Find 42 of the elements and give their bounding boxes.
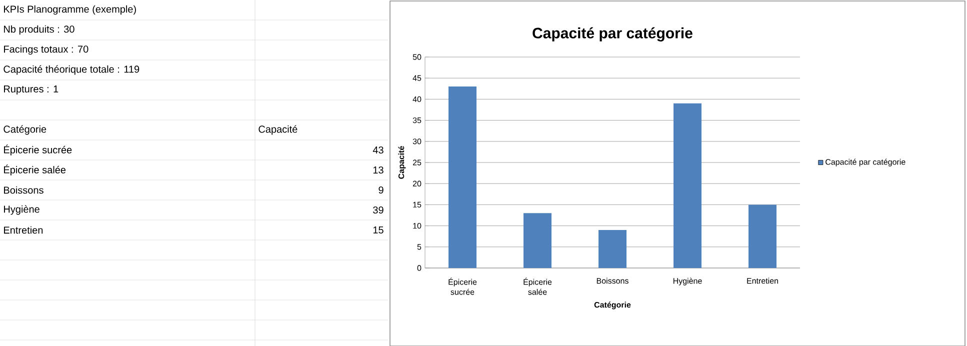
y-tick-label: 5 bbox=[417, 244, 422, 250]
text: Hygiène bbox=[4, 205, 40, 215]
bar bbox=[598, 230, 627, 268]
text: 13 bbox=[373, 166, 384, 174]
text: 39 bbox=[373, 206, 384, 214]
bar bbox=[674, 103, 702, 268]
text: KPIs Planogramme (exemple) bbox=[4, 5, 136, 15]
text: Entretien bbox=[4, 226, 43, 234]
x-axis-title: Catégorie bbox=[594, 302, 631, 310]
bar bbox=[448, 86, 477, 268]
text: Capacité bbox=[258, 125, 298, 135]
text: Épicerie sucrée bbox=[4, 144, 72, 156]
x-tick-label: Entretien bbox=[747, 278, 778, 284]
text: Ruptures : 1 bbox=[4, 86, 58, 94]
chart-title: Capacité par catégorie bbox=[532, 27, 692, 42]
y-tick-label: 40 bbox=[412, 96, 422, 102]
y-tick-label: 35 bbox=[412, 117, 422, 124]
x-tick-label: Épicerie sucrée bbox=[448, 278, 477, 295]
text: 9 bbox=[378, 186, 384, 194]
text: Boissons bbox=[4, 186, 44, 194]
x-tick-label: Boissons bbox=[596, 278, 628, 284]
y-axis-title: Capacité bbox=[398, 146, 406, 179]
text: Capacité théorique totale : 119 bbox=[4, 65, 140, 75]
y-tick-label: 10 bbox=[413, 222, 422, 229]
text: Nb produits : 30 bbox=[4, 25, 74, 35]
text: 43 bbox=[372, 146, 384, 154]
legend-label: Capacité par catégorie bbox=[826, 158, 906, 166]
y-tick-label: 0 bbox=[417, 265, 422, 271]
text: Catégorie bbox=[4, 125, 46, 135]
y-tick-label: 30 bbox=[412, 138, 422, 144]
y-tick-label: 50 bbox=[412, 54, 422, 60]
y-tick-label: 20 bbox=[412, 180, 422, 186]
bar bbox=[748, 204, 777, 268]
y-tick-label: 45 bbox=[412, 75, 422, 81]
y-tick-label: 15 bbox=[413, 202, 422, 208]
text: Épicerie salée bbox=[4, 164, 66, 176]
x-tick-label: Hygiène bbox=[673, 278, 702, 286]
y-tick-label: 25 bbox=[412, 160, 422, 166]
x-tick-label: Épicerie salée bbox=[524, 278, 552, 295]
text: Facings totaux : 70 bbox=[4, 45, 88, 55]
bar bbox=[524, 213, 552, 268]
text: 15 bbox=[373, 226, 384, 234]
